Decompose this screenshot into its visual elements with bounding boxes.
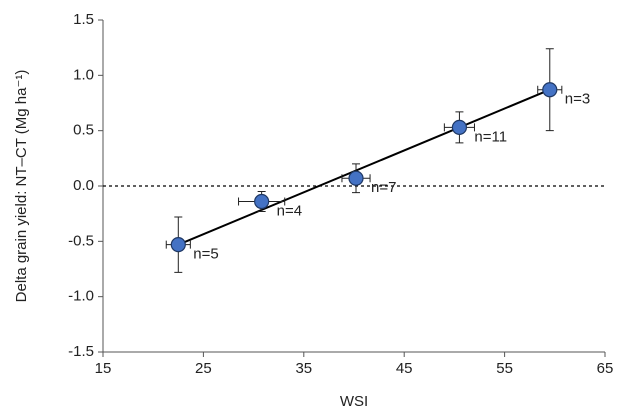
y-tick-label: 0.5	[73, 122, 94, 139]
y-tick-label: -1.0	[68, 288, 94, 305]
y-tick-label: -0.5	[68, 232, 94, 249]
x-axis-label: WSI	[340, 393, 368, 410]
point-annotation: n=7	[371, 179, 396, 196]
y-tick-label: 1.5	[73, 11, 94, 28]
point	[542, 82, 558, 98]
x-tick-label: 15	[95, 360, 112, 377]
x-tick-label: 65	[597, 360, 614, 377]
y-tick-label: 0.0	[73, 177, 94, 194]
point-annotation: n=5	[193, 246, 218, 263]
point	[451, 119, 468, 135]
y-tick-label: 1.0	[73, 66, 94, 83]
point-annotation: n=4	[277, 202, 302, 219]
point	[170, 237, 186, 253]
x-tick-label: 25	[195, 360, 212, 377]
x-tick-label: 35	[295, 360, 312, 377]
point-annotation: n=11	[474, 128, 507, 145]
point-annotation: n=3	[565, 91, 590, 108]
y-axis-label: Delta grain yield: NT–CT (Mg ha⁻¹)	[13, 70, 30, 303]
point	[348, 170, 364, 186]
trendline	[177, 88, 551, 246]
point	[254, 193, 270, 210]
x-tick-label: 55	[496, 360, 513, 377]
y-tick-label: -1.5	[68, 343, 94, 360]
x-tick-label: 45	[396, 360, 413, 377]
